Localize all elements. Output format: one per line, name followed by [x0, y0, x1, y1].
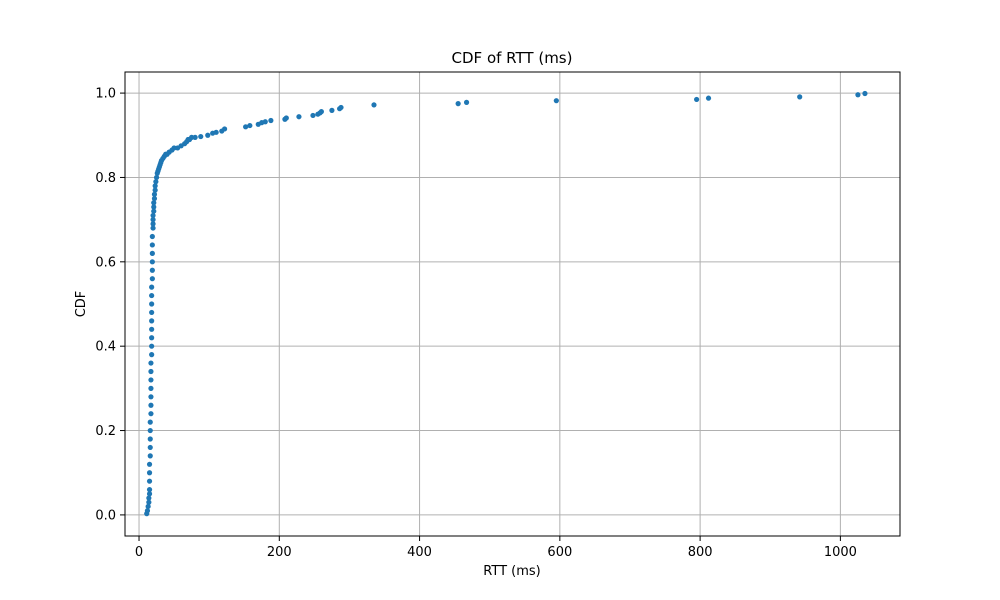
chart-title: CDF of RTT (ms) — [452, 49, 573, 67]
data-point — [148, 411, 154, 417]
data-point — [146, 491, 153, 497]
data-point — [310, 112, 316, 119]
data-point — [144, 508, 151, 514]
data-point — [150, 221, 156, 227]
data-point — [147, 436, 153, 442]
data-point — [148, 377, 154, 383]
data-point — [148, 385, 154, 391]
data-point — [283, 115, 289, 121]
x-tick-label: 800 — [688, 545, 713, 560]
x-tick-label: 200 — [267, 545, 292, 560]
data-point — [705, 95, 712, 101]
data-point — [150, 212, 156, 219]
data-point — [553, 98, 559, 104]
data-point — [151, 208, 157, 214]
data-point — [152, 183, 158, 189]
y-tick-label: 0.0 — [95, 508, 116, 523]
plot-frame — [124, 71, 901, 537]
data-point — [247, 122, 253, 129]
data-point — [149, 233, 155, 240]
data-point — [149, 343, 155, 349]
data-point — [146, 499, 152, 505]
data-point — [371, 102, 377, 108]
data-point — [150, 217, 156, 223]
data-point — [149, 276, 155, 282]
data-point — [147, 444, 153, 451]
data-point — [149, 352, 155, 358]
data-points — [144, 90, 868, 517]
y-axis-label: CDF — [74, 291, 89, 318]
data-point — [147, 427, 153, 434]
data-point — [145, 503, 151, 510]
data-point — [150, 225, 156, 231]
data-point — [455, 101, 461, 107]
y-axis-ticks: 0.0 0.2 0.4 0.6 0.8 1.0 — [95, 87, 125, 523]
data-point — [149, 318, 155, 324]
grid — [125, 72, 900, 536]
data-point — [147, 453, 153, 459]
data-point — [148, 360, 154, 366]
data-point — [205, 132, 211, 138]
x-axis-label: RTT (ms) — [483, 564, 540, 579]
data-point — [221, 126, 228, 132]
data-point — [855, 92, 861, 98]
x-axis-ticks: 0 200 400 600 800 1000 — [135, 536, 857, 560]
data-point — [151, 200, 157, 206]
data-point — [151, 204, 157, 210]
data-point — [862, 90, 868, 97]
x-tick-label: 400 — [407, 545, 432, 560]
data-point — [463, 99, 470, 105]
data-point — [151, 195, 158, 202]
data-point — [149, 284, 155, 290]
data-point — [146, 478, 153, 484]
data-point — [147, 419, 153, 425]
data-point — [318, 109, 324, 115]
data-point — [149, 326, 155, 332]
data-point — [149, 292, 155, 299]
data-point — [146, 495, 152, 501]
data-point — [149, 242, 155, 248]
data-point — [146, 461, 153, 467]
data-point — [262, 119, 268, 125]
data-point — [268, 117, 274, 124]
y-tick-label: 1.0 — [95, 87, 116, 102]
data-point — [148, 394, 154, 400]
data-point — [146, 487, 153, 493]
data-point — [149, 259, 155, 265]
data-point — [151, 191, 158, 197]
data-point — [296, 114, 302, 120]
data-point — [797, 94, 803, 100]
x-tick-label: 0 — [135, 545, 143, 560]
data-point — [153, 179, 159, 185]
x-tick-label: 600 — [547, 545, 572, 560]
data-point — [213, 129, 219, 135]
data-point — [192, 134, 198, 140]
data-point — [198, 133, 204, 140]
data-point — [243, 124, 249, 130]
data-point — [152, 187, 158, 193]
data-point — [694, 96, 700, 103]
data-point — [149, 309, 155, 316]
y-tick-label: 0.4 — [95, 340, 116, 355]
data-point — [146, 470, 153, 476]
y-tick-label: 0.2 — [95, 424, 116, 439]
data-point — [329, 107, 335, 113]
x-tick-label: 1000 — [824, 545, 857, 560]
y-tick-label: 0.8 — [95, 171, 116, 186]
data-point — [148, 402, 154, 408]
data-point — [149, 267, 155, 273]
data-point — [153, 174, 160, 181]
data-point — [148, 368, 154, 375]
data-point — [149, 250, 155, 256]
data-point — [149, 301, 155, 307]
data-point — [338, 104, 344, 111]
data-point — [149, 335, 155, 341]
y-tick-label: 0.6 — [95, 255, 116, 270]
